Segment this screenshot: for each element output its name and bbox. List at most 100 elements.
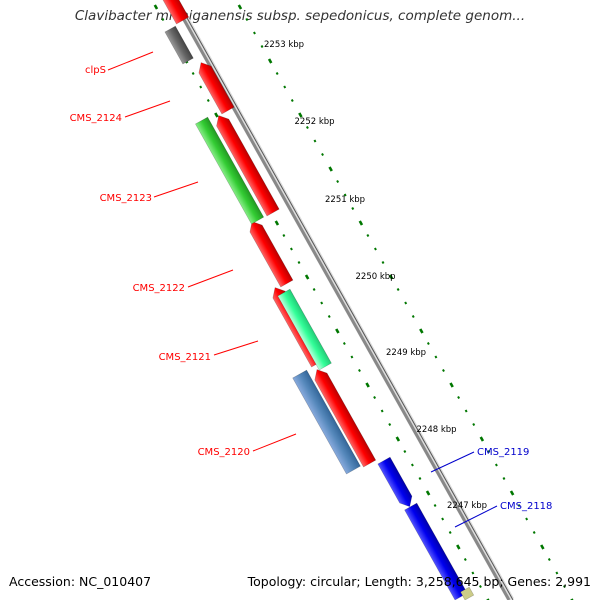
- genome-summary-label: Topology: circular; Length: 3,258,645 bp…: [247, 574, 591, 589]
- tick-label-2249-kbp: 2249 kbp: [386, 348, 426, 358]
- tick-dot: [463, 558, 467, 561]
- tick-dot: [441, 517, 445, 521]
- tick-dot: [547, 558, 551, 561]
- tick-dot: [153, 4, 159, 10]
- tick-dot: [509, 490, 515, 496]
- tick-dot: [388, 423, 392, 426]
- tick-dot: [404, 301, 408, 305]
- tick-dot: [312, 288, 316, 291]
- tick-label-2253-kbp: 2253 kbp: [264, 40, 304, 50]
- tick-dot: [328, 166, 333, 172]
- tick-dot: [351, 207, 355, 210]
- tick-dot: [433, 504, 437, 507]
- tick-dot: [290, 247, 293, 251]
- tick-dot: [342, 342, 346, 345]
- tick-dot: [449, 382, 454, 388]
- leader-clps: [107, 51, 154, 71]
- tick-dot: [555, 571, 559, 575]
- label-cms-2120: CMS_2120: [198, 447, 250, 458]
- tick-dot: [161, 18, 165, 21]
- gene-fragment: [460, 586, 475, 600]
- gene-cms-2120-red: [314, 369, 377, 468]
- label-cms-2124: CMS_2124: [70, 113, 122, 124]
- tick-dot: [388, 274, 394, 280]
- tick-label-2251-kbp: 2251 kbp: [325, 195, 365, 205]
- tick-dot: [260, 45, 264, 48]
- tick-label-2248-kbp: 2248 kbp: [417, 425, 457, 435]
- tick-dot: [199, 85, 203, 89]
- labels: 2253 kbp 2252 kbp 2251 kbp 2250 kbp 2249 kbp…: [70, 40, 552, 528]
- label-cms-2118: CMS_2118: [500, 501, 552, 512]
- leader-cms-2121: [213, 340, 259, 356]
- tick-dot: [426, 342, 430, 345]
- gene-cms-2123-red-shape: [216, 115, 280, 217]
- tick-dot: [327, 315, 331, 318]
- cds-grey-shape: [164, 25, 194, 65]
- tick-dot: [411, 315, 415, 318]
- tick-dot: [380, 409, 384, 413]
- leader-cms-2122: [187, 269, 234, 288]
- tick-dot: [479, 585, 482, 588]
- tick-dot: [532, 531, 536, 534]
- tick-dot: [336, 180, 340, 183]
- cds-grey: [164, 25, 194, 65]
- gene-clpS: [162, 0, 190, 25]
- tick-dot: [274, 220, 280, 226]
- tick-dot: [335, 328, 340, 334]
- tick-dot: [419, 328, 424, 334]
- cds-cms-2121-shape: [277, 288, 332, 371]
- tick-dot: [275, 72, 279, 75]
- tick-dot: [471, 571, 475, 575]
- tick-dot: [425, 490, 431, 496]
- tick-dot: [456, 544, 461, 550]
- tick-dot: [517, 504, 521, 507]
- accession-label: Accession: NC_010407: [9, 574, 152, 589]
- gene-clpS-shape: [162, 0, 190, 25]
- cds-cms-2121: [277, 288, 332, 371]
- tick-label-2252-kbp: 2252 kbp: [295, 117, 335, 127]
- tick-dot: [358, 369, 361, 372]
- leader-cms-2123: [153, 181, 199, 198]
- leader-cms-2118: [454, 505, 498, 528]
- gene-cms-2122-shape: [249, 221, 294, 288]
- tick-dot: [502, 477, 506, 480]
- gene-features: [162, 0, 475, 600]
- outer-tick-track: [237, 4, 574, 600]
- tick-dot: [395, 436, 401, 442]
- tick-dot: [540, 544, 545, 550]
- tick-dot: [191, 72, 195, 75]
- tick-dot: [358, 220, 364, 226]
- tick-dot: [267, 58, 273, 64]
- leader-cms-2120: [252, 433, 297, 452]
- tick-dot: [464, 409, 468, 413]
- gene-cms-2124: [198, 62, 235, 115]
- tick-dot: [418, 477, 422, 480]
- label-cms-2119: CMS_2119: [477, 447, 529, 458]
- tick-label-2247-kbp: 2247 kbp: [447, 501, 487, 511]
- tick-dot: [373, 396, 377, 399]
- tick-dot: [320, 301, 324, 305]
- tick-dot: [442, 369, 445, 372]
- tick-dot: [297, 261, 301, 264]
- tick-label-2250-kbp: 2250 kbp: [356, 272, 396, 282]
- tick-dot: [313, 139, 317, 143]
- tick-dot: [479, 436, 485, 442]
- label-clps: clpS: [85, 65, 106, 76]
- tick-dot: [283, 85, 287, 89]
- tick-dot: [381, 261, 385, 264]
- tick-dot: [365, 382, 370, 388]
- gene-cms-2119: [377, 456, 413, 507]
- tick-dot: [434, 355, 438, 359]
- tick-dot: [448, 531, 452, 534]
- label-cms-2123: CMS_2123: [100, 193, 152, 204]
- tick-dot: [374, 247, 377, 251]
- tick-dot: [206, 99, 210, 102]
- tick-dot: [282, 234, 286, 237]
- cds-cms-2120-shape: [292, 369, 361, 475]
- tick-dot: [366, 234, 370, 237]
- leader-cms-2119: [430, 451, 475, 473]
- cds-cms-2123-shape: [195, 116, 265, 225]
- tick-dot: [214, 112, 219, 118]
- tick-dot: [563, 585, 566, 588]
